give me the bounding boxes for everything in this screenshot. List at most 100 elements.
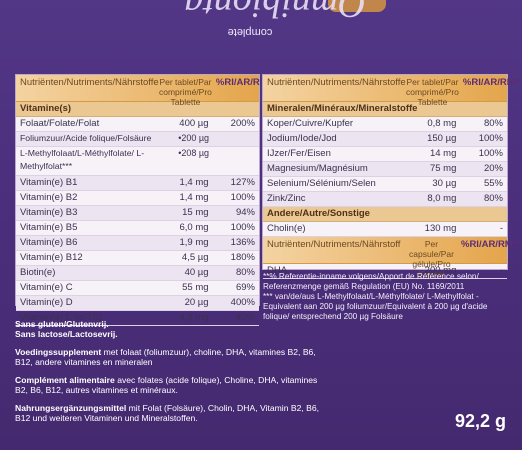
- table-row: Jodium/Iode/Jod 150 µg 100%: [263, 132, 507, 147]
- description-fr: Complément alimentaire avec folates (aci…: [15, 375, 325, 395]
- nutrient-qty: 400 µg: [179, 118, 209, 129]
- header-ri: %RI/AR/RM**: [462, 77, 522, 88]
- nutrient-qty: 30 µg: [432, 178, 457, 189]
- nutrient-qty: 14 mg: [429, 148, 457, 159]
- table-row: Vitamin(e) B6 1,9 mg 136%: [16, 236, 259, 251]
- nutrient-ri: -: [499, 223, 503, 234]
- header-ri: %RI/AR/RM**: [461, 239, 521, 250]
- nutrient-qty: 1,4 mg: [179, 192, 209, 203]
- nutrient-name: Foliumzuur/Acide folique/Folsäure: [20, 133, 152, 143]
- nutrient-qty: 15 mg: [182, 207, 209, 218]
- nutrient-ri: 180%: [230, 252, 255, 263]
- capsule-table-header: Nutriënten/Nutriments/Nährstoff Per caps…: [263, 237, 521, 279]
- nutrient-ri: [214, 147, 259, 175]
- nutrient-qty: 8,0 mg: [427, 193, 457, 204]
- table-row: Vitamin(e) E (α-TE) 4,8 mg 40%: [16, 311, 259, 326]
- left-table-header: Nutriënten/Nutriments/Nährstoffe Per tab…: [16, 75, 276, 107]
- nutrient-qty: 4,8 mg: [179, 312, 209, 323]
- header-nutrients: Nutriënten/Nutriments/Nährstoffe: [20, 77, 159, 88]
- nutrient-name: Koper/Cuivre/Kupfer: [267, 118, 354, 129]
- header-per-tablet: Per tablet/Par comprimé/Pro Tablette: [406, 77, 459, 107]
- footnote-reference-intake: **% Referentie-inname volgens/Apport de …: [263, 272, 479, 291]
- table-row: Selenium/Sélénium/Selen 30 µg 55%: [263, 177, 507, 192]
- nutrient-qty: 130 mg: [424, 223, 457, 234]
- table-row: Vitamin(e) B5 6,0 mg 100%: [16, 221, 259, 236]
- nutrient-ri: -: [499, 265, 503, 276]
- nutrient-ri: 100%: [478, 148, 503, 159]
- nutrient-name: Vitamin(e) B5: [20, 222, 78, 233]
- description-nl: Voedingssupplement met folaat (foliumzuu…: [15, 347, 325, 367]
- nutrient-qty: 75 mg: [429, 163, 457, 174]
- nutrient-name: Biotin(e): [20, 267, 56, 278]
- nutrient-name: DHA: [267, 265, 288, 276]
- nutrient-qty: •200 µg: [178, 133, 210, 143]
- table-row: IJzer/Fer/Eisen 14 mg 100%: [263, 147, 507, 162]
- description-fr-text: avec folates (acide folique), Choline, D…: [15, 375, 318, 395]
- nutrient-name: Vitamin(e) E (α-TE): [20, 312, 102, 323]
- nutrient-qty: 20 µg: [184, 297, 209, 308]
- table-row: Vitamin(e) B1 1,4 mg 127%: [16, 176, 259, 191]
- table-row: Vitamin(e) B3 15 mg 94%: [16, 206, 259, 221]
- nutrient-name: Vitamin(e) B2: [20, 192, 78, 203]
- nutrient-name: Magnesium/Magnésium: [267, 163, 368, 174]
- nutrient-ri: [214, 132, 259, 146]
- table-row: Vitamin(e) C 55 mg 69%: [16, 281, 259, 296]
- nutrient-ri: 80%: [483, 193, 503, 204]
- nutrient-name: Vitamin(e) B6: [20, 237, 78, 248]
- nutrient-name: L-Methylfolaat/L-Méthylfolate/ L-Methylf…: [20, 148, 145, 171]
- nutrient-qty: 55 mg: [182, 282, 209, 293]
- header-per-capsule: Per capsule/Par gélule/Pro Kapsel: [409, 239, 454, 279]
- nutrient-ri: 69%: [235, 282, 255, 293]
- nutrient-name: Vitamin(e) B12: [20, 252, 83, 263]
- product-description: Sans gluten/Glutenvrij. Sans lactose/Lac…: [15, 319, 325, 423]
- footnotes: **% Referentie-inname volgens/Apport de …: [263, 272, 513, 334]
- nutrient-name: Vitamin(e) B3: [20, 207, 78, 218]
- table-row: Folaat/Folate/Folat 400 µg 200%: [16, 117, 259, 132]
- nutrient-name: Cholin(e): [267, 223, 306, 234]
- table-row: Foliumzuur/Acide folique/Folsäure •200 µ…: [16, 132, 259, 147]
- nutrient-ri: 40%: [235, 312, 255, 323]
- nutrient-ri: 136%: [230, 237, 255, 248]
- nutrient-name: Folaat/Folate/Folat: [20, 118, 100, 129]
- nutrient-qty: 200 mg: [424, 265, 457, 276]
- nutrient-qty: 6,0 mg: [179, 222, 209, 233]
- nutrient-qty: 0,8 mg: [427, 118, 457, 129]
- gluten-free-text: Sans gluten/Glutenvrij.: [15, 319, 109, 329]
- nutrient-ri: 200%: [230, 118, 255, 129]
- nutrient-qty: 1,9 mg: [179, 237, 209, 248]
- description-de-text: mit Folat (Folsäure), Cholin, DHA, Vitam…: [15, 403, 320, 423]
- nutrient-ri: 100%: [478, 133, 503, 144]
- orange-tab: [328, 0, 386, 12]
- description-de-title: Nahrungsergänzungsmittel: [15, 403, 127, 413]
- nutrient-name: Vitamin(e) C: [20, 282, 73, 293]
- description-de: Nahrungsergänzungsmittel mit Folat (Fols…: [15, 403, 325, 423]
- nutrient-name: Zink/Zinc: [267, 193, 306, 204]
- lactose-free-text: Sans lactose/Lactosevrij.: [15, 329, 118, 339]
- nutrient-name: IJzer/Fer/Eisen: [267, 148, 331, 159]
- section-vitamins: Vitamine(s): [16, 102, 259, 117]
- nutrient-qty: 4,5 µg: [181, 252, 209, 263]
- nutrient-ri: 55%: [483, 178, 503, 189]
- description-nl-title: Voedingssupplement: [15, 347, 102, 357]
- header-nutrients: Nutriënten/Nutriments/Nährstoffe: [267, 77, 406, 88]
- table-row: Vitamin(e) D 20 µg 400%: [16, 296, 259, 311]
- footnote-methylfolate: *** van/de/aus L-Methylfolaat/L-Méthylfo…: [263, 292, 488, 321]
- header-per-tablet: Per tablet/Par comprimé/Pro Tablette: [159, 77, 212, 107]
- brand-logo: Omnibionta: [184, 0, 366, 25]
- table-row: DHA 200 mg -: [263, 264, 507, 279]
- header-ri: %RI/AR/RM**: [215, 77, 276, 88]
- left-nutrition-table: Nutriënten/Nutriments/Nährstoffe Per tab…: [15, 74, 276, 326]
- nutrient-name: Selenium/Sélénium/Selen: [267, 178, 376, 189]
- nutrient-qty: 1,4 mg: [179, 177, 209, 188]
- nutrient-qty: 40 µg: [184, 267, 209, 278]
- section-minerals: Mineralen/Minéraux/Mineralstoffe: [263, 102, 507, 117]
- table-row: L-Methylfolaat/L-Méthylfolate/ L-Methylf…: [16, 147, 259, 176]
- header-nutrients: Nutriënten/Nutriments/Nährstoff: [267, 239, 401, 250]
- right-nutrition-table: Nutriënten/Nutriments/Nährstoffe Per tab…: [262, 74, 522, 279]
- table-row: Biotin(e) 40 µg 80%: [16, 266, 259, 281]
- nutrient-qty: •208 µg: [178, 148, 210, 158]
- net-weight: 92,2 g: [454, 411, 506, 431]
- nutrient-qty: 150 µg: [427, 133, 457, 144]
- table-row: Koper/Cuivre/Kupfer 0,8 mg 80%: [263, 117, 507, 132]
- table-row: Magnesium/Magnésium 75 mg 20%: [263, 162, 507, 177]
